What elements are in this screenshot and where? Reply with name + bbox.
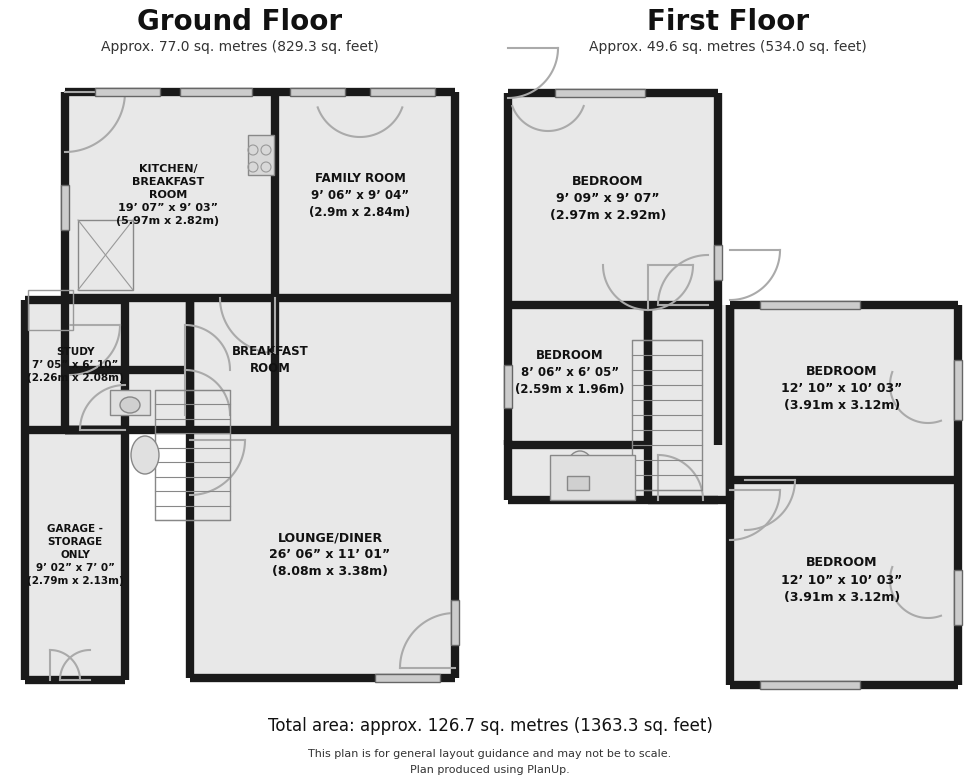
Bar xyxy=(567,476,589,490)
Bar xyxy=(508,440,718,500)
Bar xyxy=(61,185,69,230)
Text: KITCHEN/
BREAKFAST
ROOM
19’ 07” x 9’ 03”
(5.97m x 2.82m): KITCHEN/ BREAKFAST ROOM 19’ 07” x 9’ 03”… xyxy=(117,164,220,227)
Text: First Floor: First Floor xyxy=(647,8,809,36)
Text: GARAGE -
STORAGE
ONLY
9’ 02” x 7’ 0”
(2.79m x 2.13m): GARAGE - STORAGE ONLY 9’ 02” x 7’ 0” (2.… xyxy=(26,524,123,586)
Bar xyxy=(275,92,455,298)
Bar xyxy=(190,430,455,678)
Bar xyxy=(25,430,125,680)
Bar xyxy=(760,681,860,689)
Text: BEDROOM
9’ 09” x 9’ 07”
(2.97m x 2.92m): BEDROOM 9’ 09” x 9’ 07” (2.97m x 2.92m) xyxy=(550,175,666,222)
Bar xyxy=(508,93,718,305)
Text: BREAKFAST
ROOM: BREAKFAST ROOM xyxy=(231,345,309,375)
Bar xyxy=(648,305,730,500)
Ellipse shape xyxy=(120,397,140,413)
Text: BEDROOM
12’ 10” x 10’ 03”
(3.91m x 3.12m): BEDROOM 12’ 10” x 10’ 03” (3.91m x 3.12m… xyxy=(781,557,903,604)
Bar xyxy=(504,365,512,408)
Bar xyxy=(714,245,722,280)
Bar xyxy=(180,88,252,96)
Bar xyxy=(730,480,958,685)
Bar xyxy=(508,305,648,445)
Bar xyxy=(632,340,702,490)
Text: FAMILY ROOM
9’ 06” x 9’ 04”
(2.9m x 2.84m): FAMILY ROOM 9’ 06” x 9’ 04” (2.9m x 2.84… xyxy=(310,172,411,219)
Bar xyxy=(25,300,125,430)
Bar xyxy=(65,298,455,430)
Bar xyxy=(730,305,958,480)
Bar xyxy=(78,220,133,290)
Bar xyxy=(370,88,435,96)
Bar xyxy=(290,88,345,96)
Text: Approx. 77.0 sq. metres (829.3 sq. feet): Approx. 77.0 sq. metres (829.3 sq. feet) xyxy=(101,40,379,54)
Text: Total area: approx. 126.7 sq. metres (1363.3 sq. feet): Total area: approx. 126.7 sq. metres (13… xyxy=(268,717,712,735)
Bar xyxy=(95,88,160,96)
Text: This plan is for general layout guidance and may not be to scale.: This plan is for general layout guidance… xyxy=(309,749,671,759)
Text: Ground Floor: Ground Floor xyxy=(137,8,343,36)
Ellipse shape xyxy=(566,451,594,489)
Text: Approx. 49.6 sq. metres (534.0 sq. feet): Approx. 49.6 sq. metres (534.0 sq. feet) xyxy=(589,40,867,54)
Bar xyxy=(375,674,440,682)
Text: STUDY
7’ 05” x 6’ 10”
(2.26m x 2.08m): STUDY 7’ 05” x 6’ 10” (2.26m x 2.08m) xyxy=(26,347,123,383)
Bar xyxy=(550,455,635,500)
Text: LOUNGE/DINER
26’ 06” x 11’ 01”
(8.08m x 3.38m): LOUNGE/DINER 26’ 06” x 11’ 01” (8.08m x … xyxy=(270,532,391,579)
Bar xyxy=(110,390,150,415)
Bar xyxy=(555,89,645,97)
Text: BEDROOM
12’ 10” x 10’ 03”
(3.91m x 3.12m): BEDROOM 12’ 10” x 10’ 03” (3.91m x 3.12m… xyxy=(781,365,903,412)
Text: BEDROOM
8’ 06” x 6’ 05”
(2.59m x 1.96m): BEDROOM 8’ 06” x 6’ 05” (2.59m x 1.96m) xyxy=(515,349,624,395)
Bar xyxy=(760,301,860,309)
Bar xyxy=(155,390,230,520)
Bar xyxy=(248,135,274,175)
Ellipse shape xyxy=(131,436,159,474)
Bar xyxy=(451,600,459,645)
Text: Plan produced using PlanUp.: Plan produced using PlanUp. xyxy=(410,765,570,775)
Bar xyxy=(954,360,962,420)
Bar xyxy=(954,570,962,625)
Bar xyxy=(28,290,73,330)
Bar xyxy=(65,92,275,298)
